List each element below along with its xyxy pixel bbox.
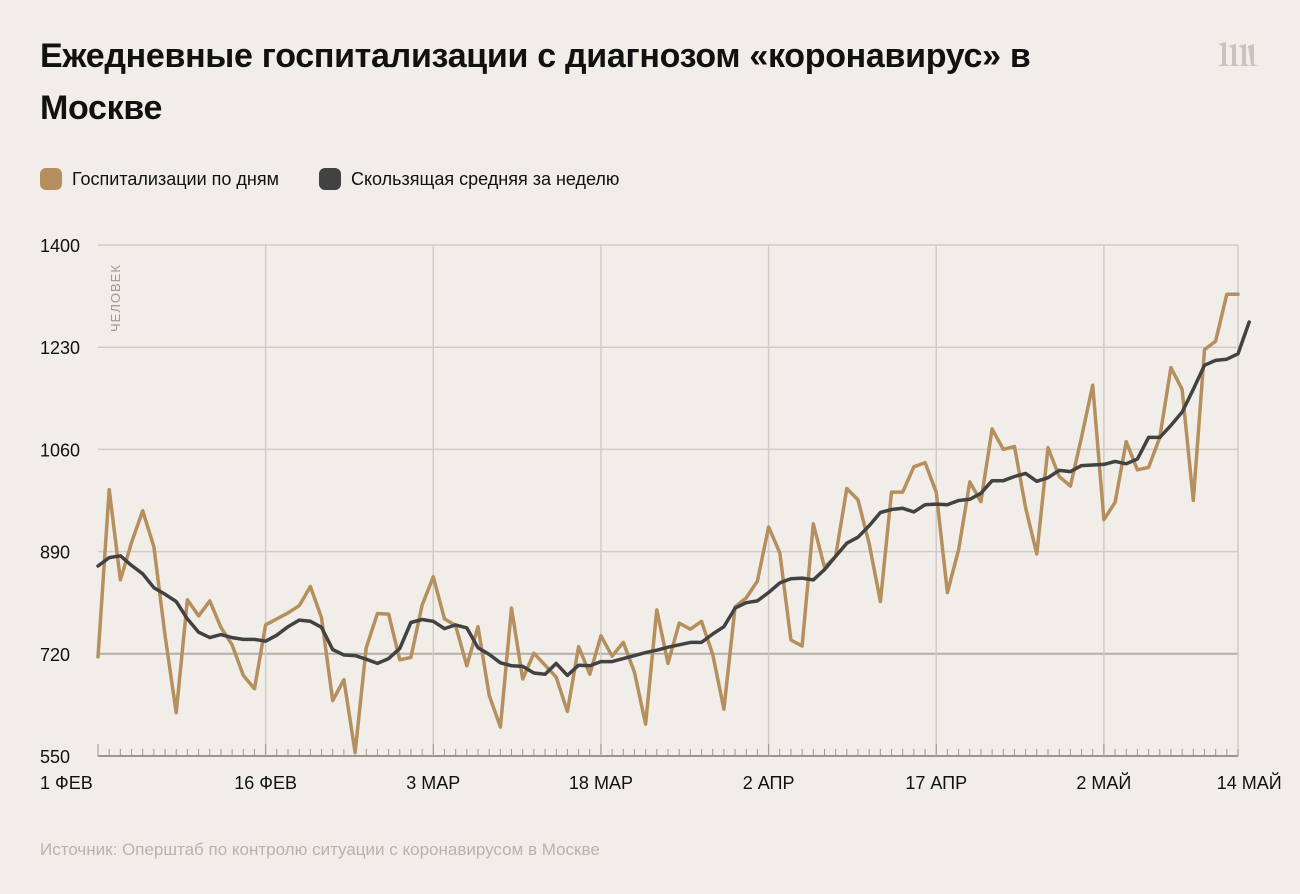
x-tick-label: 2 АПР: [743, 773, 795, 793]
chart-title: Ежедневные госпитализации с диагнозом «к…: [40, 37, 1031, 127]
x-tick-label: 3 МАР: [406, 773, 460, 793]
x-tick-label: 14 МАЙ: [1217, 772, 1282, 793]
daily-hospitalizations-line: [96, 292, 1240, 755]
x-tick-label: 2 МАЙ: [1076, 772, 1131, 793]
legend-label-daily: Госпитализации по дням: [72, 168, 279, 189]
chart-legend: Госпитализации по дням Скользящая средня…: [40, 166, 619, 192]
y-axis-label: ЧЕЛОВЕК: [108, 264, 123, 332]
line-chart: 550 720 890 1060 1230 1400 1 ФЕВ 16 ФЕВ 3 МАР 18 …: [40, 236, 1282, 793]
y-tick-label: 890: [40, 543, 70, 563]
y-tick-label: 1230: [40, 338, 80, 358]
y-tick-label: 720: [40, 645, 70, 665]
source-note: Источник: Оперштаб по контролю ситуации …: [40, 840, 600, 859]
legend-item-average: Скользящая средняя за неделю: [318, 168, 620, 190]
legend-swatch-daily: [40, 168, 62, 190]
legend-swatch-average: [318, 168, 341, 190]
x-tick-label: 17 АПР: [905, 773, 967, 793]
x-tick-label: 18 МАР: [569, 773, 633, 793]
legend-item-daily: Госпитализации по дням: [40, 168, 279, 190]
meduza-logo-icon: [1218, 42, 1258, 66]
weekly-average-line: [96, 320, 1251, 678]
y-tick-label: 1060: [40, 440, 80, 460]
y-tick-label: 550: [40, 747, 70, 767]
x-tick-label: 16 ФЕВ: [234, 773, 297, 793]
x-tick-label: 1 ФЕВ: [40, 773, 93, 793]
y-tick-label: 1400: [40, 236, 80, 256]
legend-label-average: Скользящая средняя за неделю: [350, 168, 620, 189]
